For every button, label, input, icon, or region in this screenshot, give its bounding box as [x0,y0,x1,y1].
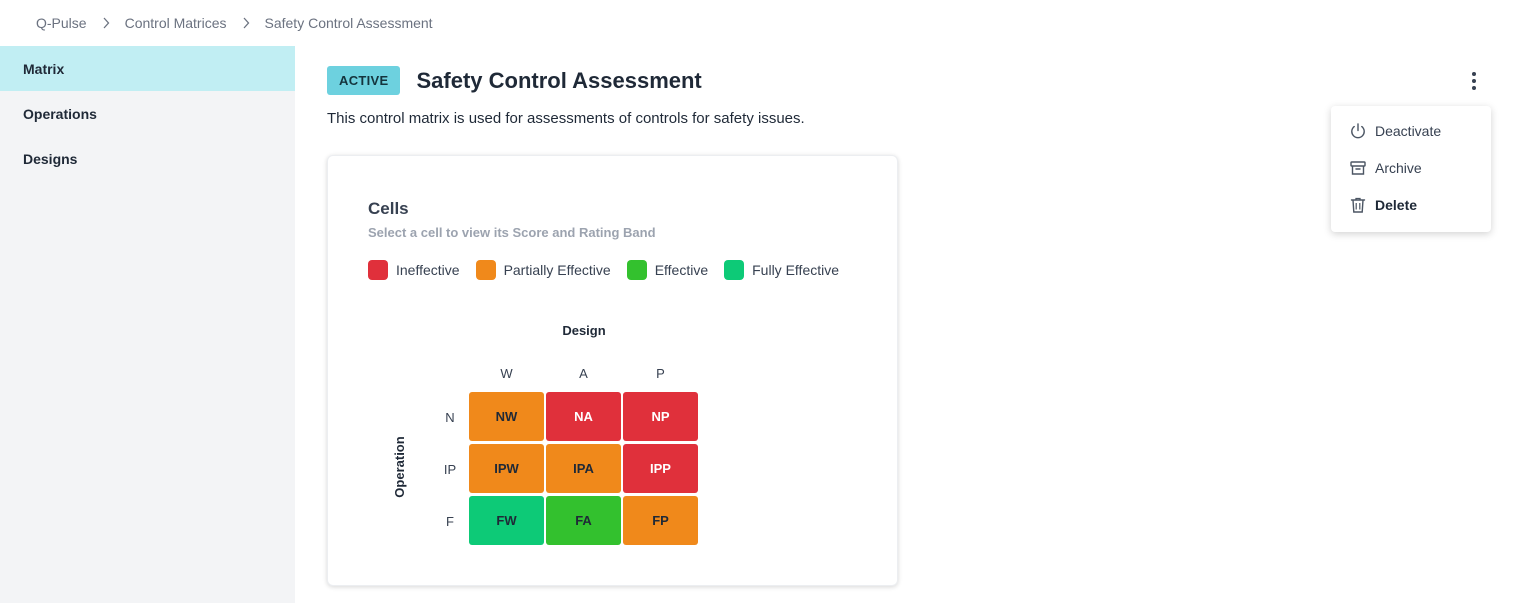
chevron-right-icon [87,17,125,29]
menu-item-delete[interactable]: Delete [1331,186,1491,223]
legend-swatch [368,260,388,280]
legend-swatch [724,260,745,280]
chevron-right-icon [227,17,265,29]
legend-swatch [475,260,496,280]
more-vertical-icon-dot [1472,79,1476,83]
sidebar: Matrix Operations Designs [0,46,295,603]
trash-icon [1350,197,1366,213]
status-badge: ACTIVE [327,66,401,95]
power-icon [1351,122,1365,138]
row-label-f: F [446,514,454,529]
cells-subtitle: Select a cell to view its Score and Rati… [368,225,656,240]
legend: Ineffective Partially Effective Effectiv… [368,260,855,280]
legend-item-partially-effective: Partially Effective [475,260,611,280]
y-axis-title: Operation [392,436,407,498]
menu-item-label: Archive [1375,159,1422,176]
column-label-p: P [656,366,665,381]
legend-label: Fully Effective [752,262,840,278]
matrix-cell-fp[interactable]: FP [623,496,698,545]
menu-item-label: Deactivate [1375,122,1442,139]
legend-label: Effective [654,262,709,278]
matrix-cell-fw[interactable]: FW [469,496,544,545]
menu-item-label: Delete [1375,196,1418,213]
sidebar-item-designs[interactable]: Designs [23,150,78,167]
row-label-ip: IP [443,462,457,477]
matrix-cell-np[interactable]: NP [623,392,698,441]
cells-card: Cells Select a cell to view its Score an… [327,155,898,586]
breadcrumb-q-pulse[interactable]: Q-Pulse [36,15,87,31]
menu-item-archive[interactable]: Archive [1331,149,1491,186]
page-description: This control matrix is used for assessme… [327,110,805,127]
legend-item-fully-effective: Fully Effective [724,260,839,280]
page-header: ACTIVE Safety Control Assessment [327,66,702,95]
matrix-cell-na[interactable]: NA [546,392,621,441]
legend-swatch [626,260,647,280]
x-axis-title: Design [562,323,606,338]
sidebar-item-operations[interactable]: Operations [23,105,97,122]
column-label-w: W [500,366,513,381]
matrix-cell-ipp[interactable]: IPP [623,444,698,493]
more-options-button[interactable] [1461,68,1487,94]
matrix-cell-ipa[interactable]: IPA [546,444,621,493]
archive-icon [1350,160,1366,175]
more-vertical-icon-dot [1472,86,1476,90]
legend-item-effective: Effective [626,260,709,280]
more-vertical-icon [1472,72,1476,76]
matrix-cell-ipw[interactable]: IPW [469,444,544,493]
legend-label: Partially Effective [503,262,611,278]
matrix-cell-fa[interactable]: FA [546,496,621,545]
breadcrumb-control-matrices[interactable]: Control Matrices [124,15,227,31]
legend-label: Ineffective [396,262,460,278]
legend-item-ineffective: Ineffective [368,260,460,280]
column-label-a: A [579,366,588,381]
sidebar-item-matrix[interactable]: Matrix [0,46,295,91]
breadcrumb: Q-Pulse Control Matrices Safety Control … [0,0,1514,46]
cells-title: Cells [368,199,409,218]
page-title: Safety Control Assessment [416,67,702,93]
row-label-n: N [445,410,455,425]
matrix-cell-nw[interactable]: NW [469,392,544,441]
actions-menu: Deactivate Archive Delete [1331,106,1491,232]
menu-item-deactivate[interactable]: Deactivate [1331,112,1491,149]
breadcrumb-current: Safety Control Assessment [264,15,433,31]
